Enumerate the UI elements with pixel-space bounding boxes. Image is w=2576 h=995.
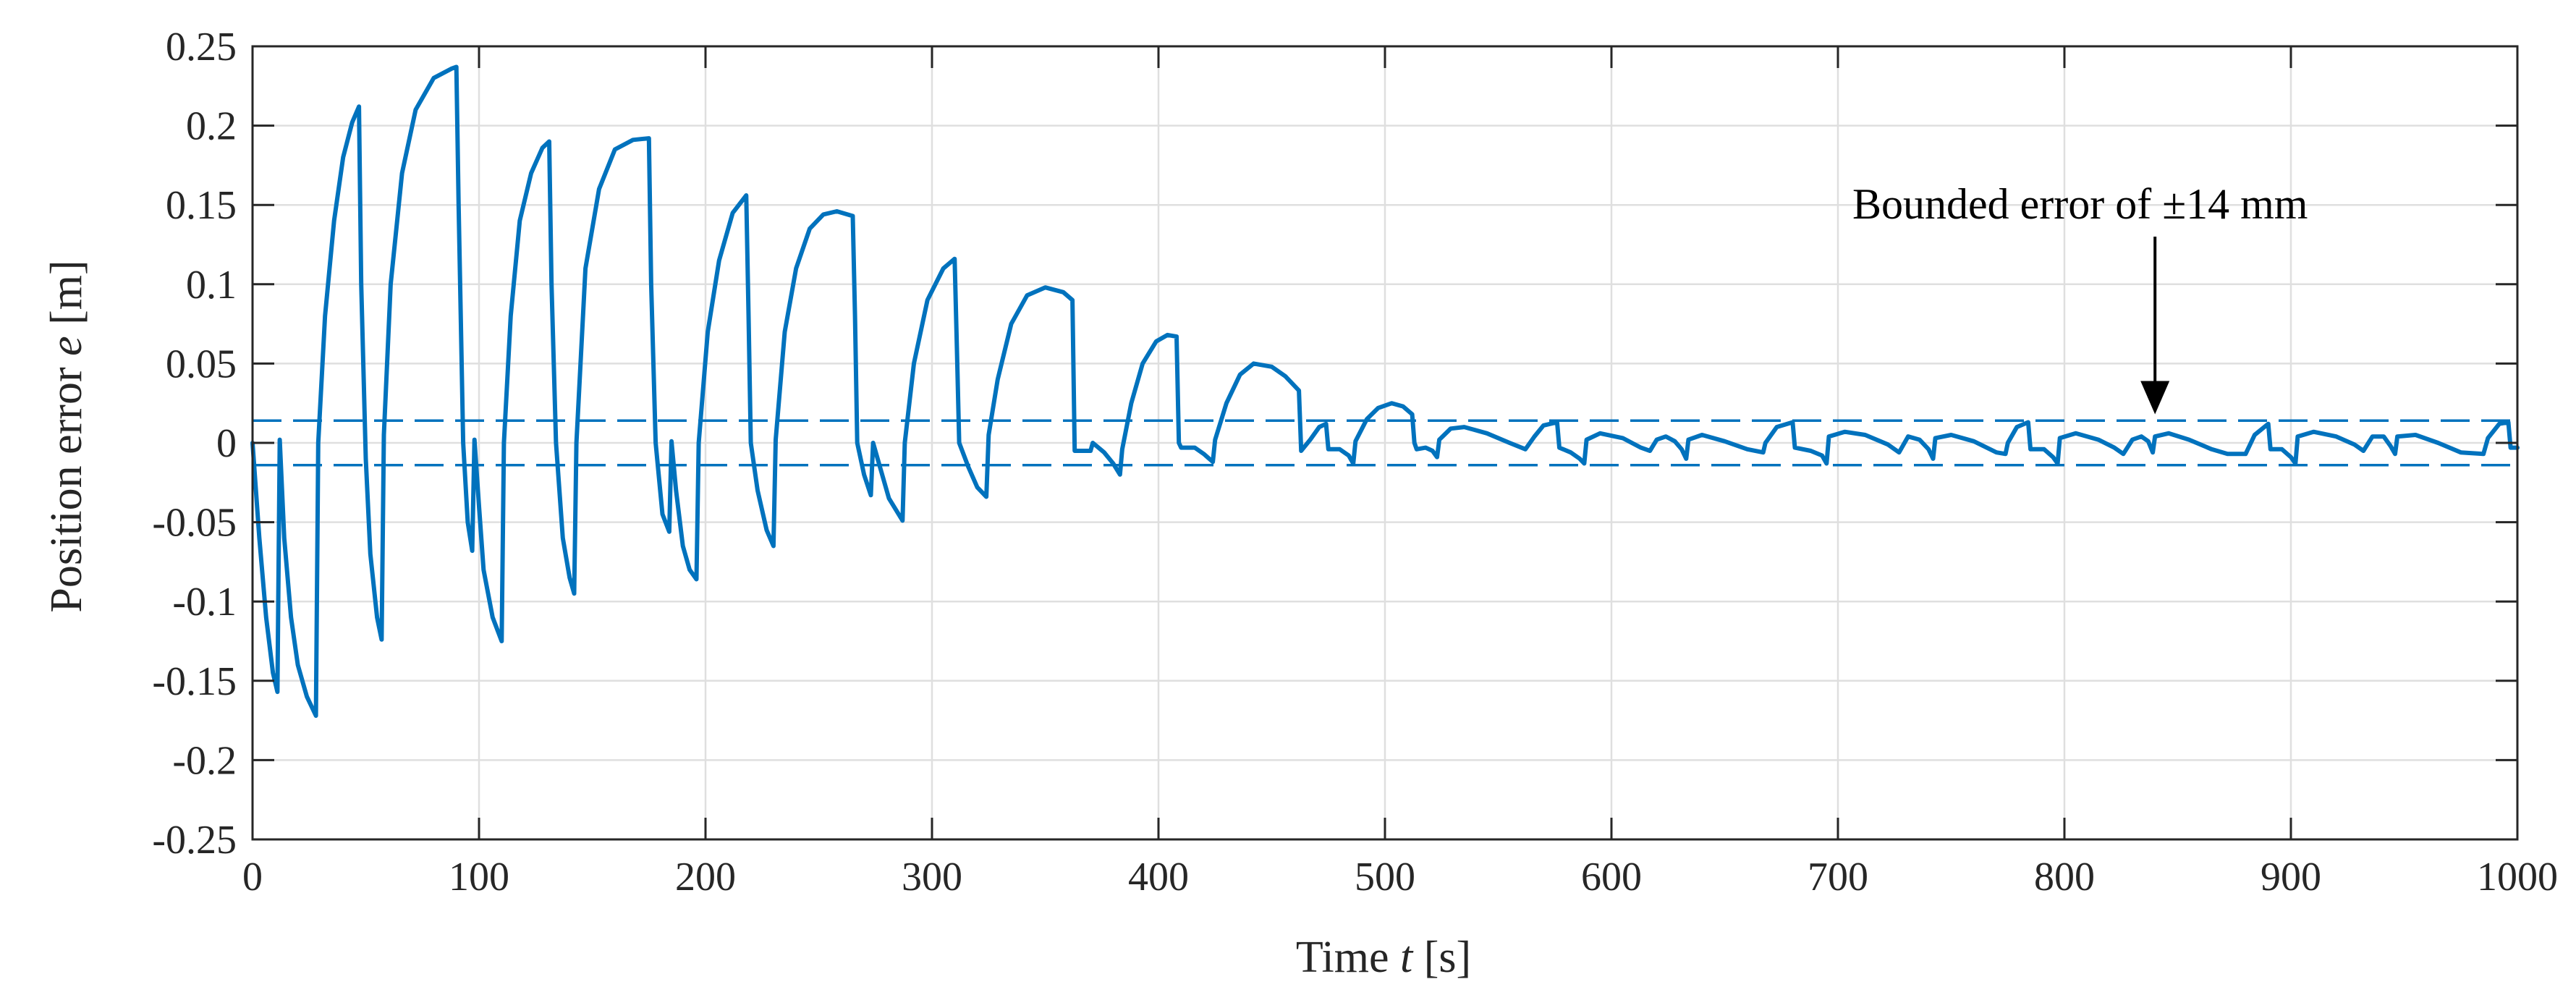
x-tick-label: 800 xyxy=(2034,855,2095,899)
y-axis-label: Position error e [m] xyxy=(42,260,91,612)
y-tick-label: -0.2 xyxy=(172,738,237,783)
bounded-error-annotation: Bounded error of ±14 mm xyxy=(1852,180,2308,228)
x-axis-label-symbol: t xyxy=(1400,933,1414,982)
y-tick-label: -0.25 xyxy=(152,818,237,863)
x-axis-ticks: 0 100 200 300 400 500 600 700 800 900 1000 xyxy=(242,46,2558,899)
x-tick-label: 700 xyxy=(1808,855,1868,899)
y-tick-label: 0.05 xyxy=(166,342,237,386)
x-tick-label: 400 xyxy=(1128,855,1189,899)
annotation-arrow-head xyxy=(2140,381,2170,415)
y-tick-label: -0.1 xyxy=(172,580,237,624)
x-tick-label: 600 xyxy=(1581,855,1642,899)
x-tick-label: 500 xyxy=(1355,855,1415,899)
y-tick-label: 0.2 xyxy=(186,104,237,149)
x-tick-label: 300 xyxy=(902,855,962,899)
y-tick-label: 0.15 xyxy=(166,183,237,228)
y-tick-label: -0.05 xyxy=(152,501,237,546)
x-axis-label: Time t [s] xyxy=(1296,933,1471,982)
x-tick-label: 0 xyxy=(242,855,263,899)
y-axis-ticks: 0.25 0.2 0.15 0.1 0.05 0 -0.05 -0.1 -0.15 -0.2 -0.… xyxy=(152,25,2517,863)
annotation-arrow xyxy=(2140,237,2170,415)
series-line-position-error xyxy=(250,64,2520,718)
error-bounds xyxy=(253,419,2517,467)
x-tick-label: 900 xyxy=(2261,855,2321,899)
y-tick-label: 0.25 xyxy=(166,25,237,69)
x-tick-label: 100 xyxy=(449,855,509,899)
x-tick-label: 1000 xyxy=(2477,855,2558,899)
y-tick-label: 0.1 xyxy=(186,263,237,308)
y-tick-label: -0.15 xyxy=(152,659,237,704)
x-axis-label-unit: [s] xyxy=(1412,933,1471,982)
y-tick-label: 0 xyxy=(216,421,237,466)
y-axis-label-symbol: e xyxy=(42,336,91,356)
x-tick-label: 200 xyxy=(675,855,736,899)
y-axis-label-unit: [m] xyxy=(42,260,91,336)
x-axis-label-prefix: Time xyxy=(1296,933,1400,982)
y-axis-label-prefix: Position error xyxy=(42,356,91,613)
series-group xyxy=(250,64,2520,718)
